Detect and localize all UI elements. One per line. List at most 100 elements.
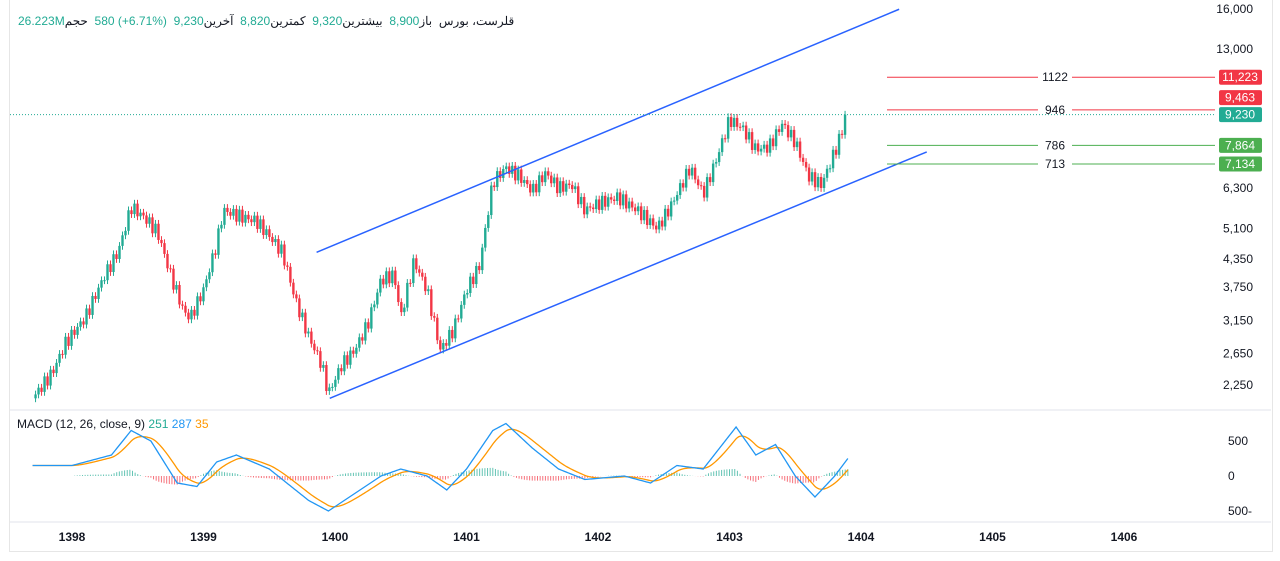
candle-body (67, 336, 70, 346)
candle-body (693, 167, 697, 180)
candle-body (813, 172, 817, 188)
macd-axis-tick: 500- (1228, 504, 1252, 518)
candle-body (241, 209, 244, 223)
volume-label: حجم (64, 14, 88, 28)
candle-body (133, 203, 136, 215)
candle-body (496, 171, 499, 188)
candle-body (118, 245, 121, 259)
candle-body (595, 199, 598, 210)
price-axis-tick: 4,350 (1223, 252, 1253, 266)
candle-body (70, 329, 73, 346)
candle-body (577, 186, 580, 205)
candle-body (370, 307, 373, 329)
candle-body (415, 258, 418, 270)
candle-body (738, 126, 742, 128)
candle-body (355, 347, 358, 354)
time-axis-tick: 1400 (322, 530, 349, 544)
price-axis-tick: 2,650 (1223, 347, 1253, 361)
candle-body (169, 268, 172, 270)
candle-body (550, 175, 553, 184)
candle-body (639, 206, 643, 221)
candle-body (325, 365, 328, 392)
candle-body (660, 220, 664, 227)
time-axis-tick: 1403 (716, 530, 743, 544)
candle-body (807, 167, 811, 182)
candle-body (214, 253, 217, 255)
candle-body (421, 272, 424, 277)
candle-body (244, 214, 247, 223)
candle-body (298, 298, 301, 318)
candle-body (403, 307, 406, 313)
candle-body (843, 114, 847, 135)
candle-body (418, 269, 421, 273)
candle-body (91, 295, 94, 315)
candle-body (502, 169, 505, 178)
candle-body (454, 318, 457, 339)
high-value: 9,320 (312, 14, 343, 28)
candle-body (523, 180, 526, 183)
candle-body (669, 201, 673, 217)
candle-body (181, 304, 184, 306)
candle-body (319, 351, 322, 368)
candle-body (166, 253, 169, 269)
candle-body (627, 201, 631, 209)
candle-body (130, 210, 133, 215)
candle-body (382, 278, 385, 285)
price-label-badge (1219, 137, 1262, 153)
candle-body (199, 296, 202, 302)
candle-body (613, 199, 616, 201)
candle-body (433, 316, 436, 318)
candle-body (816, 176, 820, 188)
candle-body (529, 184, 532, 193)
candle-body (172, 268, 175, 290)
candle-body (247, 214, 250, 220)
price-label-text: 7,864 (1225, 138, 1255, 152)
price-axis-tick: 13,000 (1216, 42, 1253, 56)
price-label-text: 7,134 (1225, 157, 1255, 171)
candle-body (750, 132, 754, 150)
candle-body (163, 243, 166, 254)
candle-body (819, 176, 823, 188)
candle-body (645, 209, 649, 226)
candle-body (565, 183, 568, 192)
candle-body (232, 208, 235, 216)
candle-body (40, 387, 43, 392)
candle-body (771, 138, 775, 147)
candle-body (445, 343, 448, 346)
candle-body (151, 217, 154, 234)
candle-body (391, 270, 394, 284)
candle-body (804, 161, 808, 168)
candle-body (196, 296, 199, 316)
macd-legend[interactable]: MACD (12, 26, close, 9) 251 287 35 (17, 417, 209, 431)
candle-body (265, 229, 268, 236)
candle-body (756, 143, 760, 152)
candle-body (304, 312, 307, 334)
candle-body (556, 177, 559, 194)
candle-body (508, 166, 511, 174)
candle-body (436, 317, 439, 341)
candle-body (340, 368, 343, 372)
candle-body (822, 177, 826, 188)
candle-body (663, 208, 667, 227)
candle-body (753, 143, 757, 150)
time-axis-tick: 1399 (190, 530, 217, 544)
candle-body (406, 282, 409, 308)
candle-body (538, 175, 541, 193)
candle-body (526, 180, 529, 185)
candle-body (478, 265, 481, 271)
candle-body (795, 141, 799, 148)
time-axis-tick: 1402 (585, 530, 612, 544)
candle-body (346, 355, 349, 365)
candle-body (220, 224, 223, 229)
candle-body (472, 276, 475, 285)
candle-body (142, 212, 145, 216)
candle-body (499, 171, 502, 178)
candle-body (439, 340, 442, 350)
candle-body (331, 386, 334, 388)
candle-body (106, 264, 109, 281)
candle-body (696, 179, 700, 186)
level-label: 713 (1045, 157, 1065, 171)
candle-body (292, 282, 295, 295)
candle-body (633, 207, 637, 212)
